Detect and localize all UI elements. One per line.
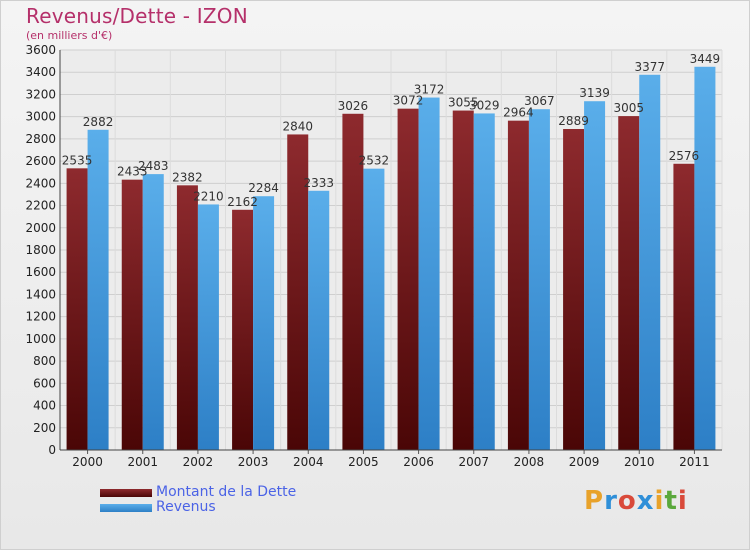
y-tick-label: 2200	[25, 199, 56, 213]
proxiti-logo: Proxiti	[584, 486, 688, 516]
data-label-dette: 3026	[338, 99, 369, 113]
data-label-revenus: 3172	[414, 83, 445, 97]
logo-letter: r	[604, 486, 618, 516]
bar-dette	[452, 110, 474, 451]
bar-revenus	[308, 190, 330, 450]
legend-swatch-revenus	[100, 504, 152, 512]
data-label-revenus: 2532	[359, 154, 390, 168]
legend-swatch-debt	[100, 489, 152, 497]
data-label-dette: 2433	[117, 165, 148, 179]
bar-revenus	[253, 196, 275, 450]
y-tick-label: 2400	[25, 176, 56, 190]
data-label-dette: 2162	[227, 195, 258, 209]
y-tick-label: 1600	[25, 265, 56, 279]
legend-label-debt: Montant de la Dette	[156, 484, 297, 500]
x-tick-label: 2008	[514, 455, 545, 469]
x-tick-label: 2000	[72, 455, 103, 469]
bar-layer	[66, 66, 716, 451]
y-tick-label: 0	[48, 443, 56, 457]
y-tick-label: 1800	[25, 243, 56, 257]
data-label-dette: 2535	[62, 153, 93, 167]
data-label-revenus: 2882	[83, 115, 114, 129]
data-label-dette: 2382	[172, 170, 203, 184]
logo-letter: i	[677, 486, 688, 516]
y-tick-label: 3400	[25, 65, 56, 79]
x-tick-label: 2006	[403, 455, 434, 469]
data-label-dette: 2576	[669, 149, 700, 163]
data-label-revenus: 2284	[248, 181, 279, 195]
data-label-dette: 3005	[613, 101, 644, 115]
data-label-revenus: 3067	[524, 94, 555, 108]
bar-dette	[176, 185, 198, 451]
y-tick-label: 2800	[25, 132, 56, 146]
bar-revenus	[87, 129, 109, 450]
x-tick-label: 2009	[569, 455, 600, 469]
bar-revenus	[694, 66, 716, 451]
bar-revenus	[363, 168, 385, 450]
bar-dette	[287, 134, 309, 450]
x-tick-label: 2010	[624, 455, 655, 469]
data-label-dette: 3055	[448, 96, 479, 110]
x-tick-label: 2004	[293, 455, 324, 469]
bar-revenus	[197, 204, 219, 450]
logo-letter: o	[617, 486, 637, 516]
bar-dette	[342, 113, 364, 451]
x-tick-label: 2007	[458, 455, 489, 469]
x-tick-label: 2003	[238, 455, 269, 469]
data-label-revenus: 2333	[303, 176, 334, 190]
logo-letter: x	[636, 486, 655, 516]
y-tick-label: 2600	[25, 154, 56, 168]
y-tick-label: 400	[33, 399, 56, 413]
bar-dette	[507, 120, 529, 451]
data-label-revenus: 2483	[138, 159, 169, 173]
bar-dette	[121, 179, 143, 450]
data-label-dette: 3072	[393, 94, 424, 108]
y-tick-label: 3000	[25, 110, 56, 124]
legend-label-revenus: Revenus	[156, 499, 216, 515]
logo-letter: t	[664, 486, 678, 516]
bar-revenus	[584, 101, 606, 450]
bar-revenus	[473, 113, 495, 450]
bar-dette	[397, 108, 419, 451]
x-tick-label: 2002	[183, 455, 214, 469]
y-tick-label: 3600	[25, 43, 56, 57]
data-label-revenus: 3377	[634, 60, 665, 74]
chart-title: Revenus/Dette - IZON	[26, 4, 248, 28]
y-tick-label: 1000	[25, 332, 56, 346]
bar-revenus	[639, 74, 661, 451]
data-label-revenus: 3139	[579, 86, 610, 100]
x-tick-label: 2011	[679, 455, 710, 469]
bar-dette	[66, 168, 88, 451]
y-tick-label: 1400	[25, 287, 56, 301]
x-tick-label: 2001	[127, 455, 158, 469]
data-label-dette: 2964	[503, 106, 534, 120]
bar-dette	[232, 209, 254, 450]
bar-dette	[618, 116, 640, 450]
data-label-dette: 2840	[282, 119, 313, 133]
data-label-revenus: 2210	[193, 189, 224, 203]
logo-letter: P	[584, 486, 605, 516]
y-tick-label: 1200	[25, 310, 56, 324]
y-tick-label: 200	[33, 421, 56, 435]
bar-revenus	[418, 97, 440, 451]
data-label-revenus: 3029	[469, 98, 500, 112]
y-tick-label: 2000	[25, 221, 56, 235]
logo-letter: i	[654, 486, 665, 516]
y-tick-label: 800	[33, 354, 56, 368]
y-tick-label: 600	[33, 376, 56, 390]
axis-layer: 0 200 400 600 800 1000 1200 1400 1600 1800 2000 220…	[25, 43, 722, 469]
bar-revenus	[528, 109, 550, 450]
bar-revenus	[142, 174, 164, 450]
data-label-revenus: 3449	[690, 52, 721, 66]
bar-dette	[563, 129, 585, 450]
data-label-dette: 2889	[558, 114, 589, 128]
chart-subtitle: (en milliers d'€)	[26, 29, 113, 42]
bar-dette	[673, 163, 695, 450]
y-tick-label: 3200	[25, 87, 56, 101]
x-tick-label: 2005	[348, 455, 379, 469]
